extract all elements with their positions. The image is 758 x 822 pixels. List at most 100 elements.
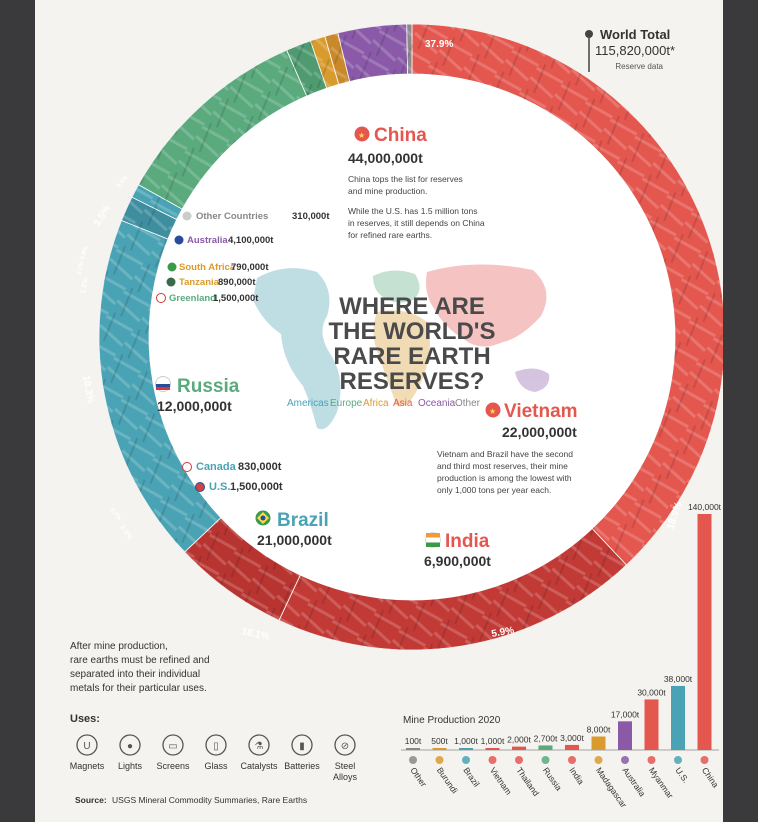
after-note-line: metals for their particular uses.: [70, 683, 207, 694]
map-americas: [253, 268, 341, 430]
ring-texture-vietnam: [278, 528, 627, 650]
bar-category-label: Thailand: [514, 765, 541, 798]
leader-lines: [383, 92, 635, 410]
brazil-name: Brazil: [277, 510, 329, 531]
bar-value-label: 140,000t: [688, 502, 722, 512]
china-flag-icon: [354, 126, 370, 142]
brazil-label: Brazil 21,000,000t: [255, 510, 332, 548]
flag-icon: [594, 756, 603, 764]
canada-name: Canada: [196, 461, 237, 473]
world-map: [253, 264, 550, 430]
greenland-name: Greenland: [169, 293, 216, 304]
india-name: India: [445, 531, 490, 552]
world-total: World Total 115,820,000t* Reserve data: [585, 27, 675, 72]
bar-category-label: China: [700, 765, 721, 789]
world-total-note: Reserve data: [615, 62, 663, 71]
uses-title: Uses:: [70, 713, 100, 725]
tanzania-value: 890,000t: [218, 277, 256, 288]
bar-brazil: [459, 748, 473, 750]
bar-india: [565, 744, 579, 750]
other-countries-value: 310,000t: [292, 211, 330, 222]
india-label: India 6,900,000t: [424, 531, 491, 569]
steel-icon: [334, 734, 356, 756]
vietnam-label: ★ Vietnam 22,000,000t Vietnam and Brazil…: [437, 401, 578, 495]
bar-value-label: 8,000t: [587, 725, 611, 735]
bar-value-label: 3,000t: [560, 733, 584, 743]
south-africa-name: South Africa: [179, 262, 236, 273]
after-production-note: After mine production, rare earths must …: [70, 641, 210, 694]
australia-value: 4,100,000t: [228, 235, 274, 246]
pct-australia: 3.5%: [92, 203, 113, 228]
bar-chart-title: Mine Production 2020: [403, 715, 501, 726]
south-africa-value: 790,000t: [231, 262, 269, 273]
svg-text:★: ★: [358, 131, 365, 140]
map-asia: [426, 264, 547, 347]
legend-africa: Africa: [363, 398, 389, 409]
legend-oceania: Oceania: [418, 398, 456, 409]
pct-other: 0.3%: [116, 174, 130, 189]
bar-other: [406, 748, 420, 750]
china-note-line: While the U.S. has 1.5 million tons: [348, 206, 477, 216]
vietnam-name: Vietnam: [504, 401, 578, 422]
uses-section: Uses: U Magnets ● Lights ▭ Screens ▯ Glass ⚗ Cata…: [70, 713, 358, 782]
title-line-2: THE WORLD'S: [328, 318, 495, 345]
bar-value-label: 1,000t: [481, 736, 505, 746]
legend-other: Other: [455, 398, 481, 409]
china-label: ★ China 44,000,000t China tops the list …: [348, 125, 485, 240]
screen-icon: [162, 734, 184, 756]
bar-value-label: 38,000t: [664, 674, 693, 684]
russia-value: 12,000,000t: [157, 398, 232, 414]
use-label: Screens: [156, 761, 190, 771]
vietnam-note-line: production is among the lowest with: [437, 473, 572, 483]
bar-category-label: Other: [408, 765, 428, 788]
vietnam-value: 22,000,000t: [502, 424, 577, 440]
after-note-line: After mine production,: [70, 641, 168, 652]
bar-category-label: Burundi: [435, 765, 460, 795]
source-text: USGS Mineral Commodity Summaries, Rare E…: [112, 795, 307, 805]
magnet-icon: [76, 734, 98, 756]
bar-value-label: 2,000t: [507, 735, 531, 745]
flag-icon: [647, 756, 656, 764]
use-label: Glass: [204, 761, 228, 771]
source-label: Source:: [75, 795, 107, 805]
india-value: 6,900,000t: [424, 553, 491, 569]
bar-category-label: U.S.: [673, 765, 691, 784]
world-total-label: World Total: [600, 27, 670, 42]
ring-texture-india: [184, 517, 301, 621]
steel-icon-glyph: ⊘: [341, 741, 349, 752]
australia-name: Australia: [187, 235, 228, 246]
russia-label: Russia 12,000,000t: [155, 376, 240, 414]
bar-category-label: India: [567, 765, 586, 786]
ring-texture-u-s-: [121, 197, 177, 240]
bar-u-s-: [671, 685, 685, 750]
center-disc: [149, 74, 675, 600]
ring-texture-greenland: [286, 40, 327, 96]
vietnam-note-line: Vietnam and Brazil have the second: [437, 449, 573, 459]
bar-china: [697, 514, 712, 750]
screen-icon-glyph: ▭: [168, 741, 177, 752]
bar-category-label: Australia: [620, 765, 647, 798]
pct-canada: 0.7%: [108, 507, 122, 522]
ring-texture-south-africa: [324, 32, 350, 85]
svg-text:★: ★: [489, 407, 496, 416]
bar-value-label: 30,000t: [637, 687, 666, 697]
source-line: Source: USGS Mineral Commodity Summaries…: [75, 795, 307, 805]
ring-texture-russia: [138, 50, 307, 210]
catalyst-icon: [248, 734, 270, 756]
battery-icon-glyph: ▮: [299, 741, 305, 752]
bar-myanmar: [644, 699, 659, 750]
pct-russia: 10.3%: [80, 375, 96, 405]
pct-greenland: 1.3%: [80, 277, 90, 295]
vietnam-note-line: only 1,000 tons per year each.: [437, 485, 551, 495]
ring-texture-australia: [337, 24, 408, 82]
bar-vietnam: [485, 748, 500, 750]
bar-value-label: 2,700t: [534, 733, 558, 743]
glass-icon: [205, 734, 227, 756]
china-note-line: and mine production.: [348, 186, 427, 196]
bar-thailand: [512, 746, 526, 750]
bar-category-label: Myanmar: [647, 765, 676, 800]
flag-icon: [409, 756, 417, 764]
bar-value-label: 100t: [405, 736, 422, 746]
bulb-icon: [119, 734, 141, 756]
use-label: Lights: [118, 761, 143, 771]
